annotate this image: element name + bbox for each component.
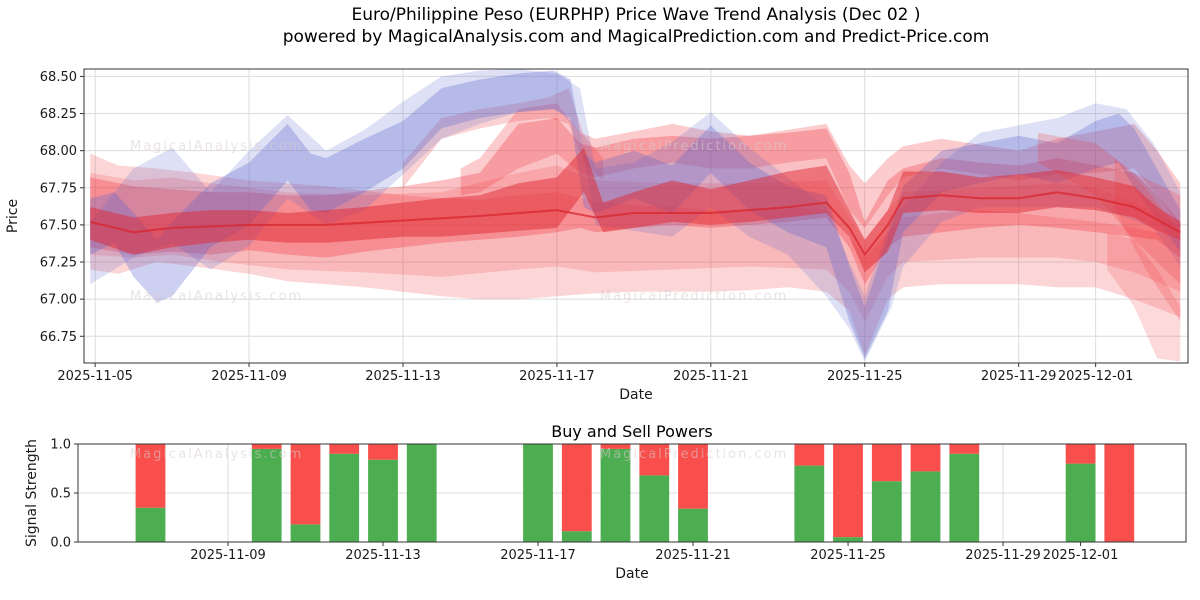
price-chart-x-tick-label: 2025-11-29 [981,369,1057,384]
price-chart-y-tick-label: 68.25 [40,107,77,122]
watermark-row-2: MagicalAnalysis.com MagicalPrediction.com [130,289,788,304]
band-red-right-fall [1114,158,1181,322]
signal-chart-x-tick-label: 2025-11-21 [655,548,731,563]
watermark-row-3: MagicalAnalysis.com MagicalPrediction.com [130,447,788,462]
band-red-upper [460,103,1181,228]
price-chart-x-tick-label: 2025-12-01 [1058,369,1134,384]
signal-chart-y-tick-label: 1.0 [50,438,71,453]
signal-chart-x-tick-label: 2025-11-17 [500,548,576,563]
price-chart-x-tick-label: 2025-11-17 [519,369,595,384]
bar-buy-2025-11-17 [523,444,553,542]
bar-sell-2025-11-20 [639,444,670,476]
bar-buy-2025-11-13 [368,459,398,542]
bar-buy-2025-11-14 [406,444,437,542]
bar-sell-2025-11-28 [949,444,980,454]
signal-bars [135,444,1135,542]
price-chart-x-tick-label: 2025-11-13 [365,369,441,384]
signal-chart-y-tick-label: 0.5 [50,487,71,502]
signal-chart-x-tick-label: 2025-11-09 [190,548,266,563]
figure-title-line2: powered by MagicalAnalysis.com and Magic… [282,27,990,47]
watermark-text-right: MagicalPrediction.com [600,289,788,304]
bar-buy-2025-11-28 [949,453,980,542]
signal-chart-y-axis-label: Signal Strength [24,439,40,547]
bar-sell-2025-11-21 [678,444,708,509]
bar-sell-2025-11-11 [290,444,321,525]
bar-sell-2025-11-07 [135,444,166,508]
price-chart-x-tick-label: 2025-11-25 [827,369,903,384]
price-chart-x-axis-label: Date [619,387,652,403]
bar-buy-2025-11-18 [561,531,592,542]
bar-buy-2025-11-27 [910,471,941,542]
bar-buy-2025-11-26 [871,481,902,542]
bar-buy-2025-11-19 [600,448,631,542]
figure-title: Euro/Philippine Peso (EURPHP) Price Wave… [84,4,1188,48]
bar-sell-2025-11-13 [368,444,398,460]
bar-sell-2025-12-02 [1104,444,1135,542]
price-chart-plot-border [83,68,1189,364]
signal-chart-x-tick-label: 2025-12-01 [1043,548,1119,563]
bar-sell-2025-12-01 [1065,444,1096,464]
price-chart-x-tick-label: 2025-11-09 [211,369,287,384]
signal-chart-axes: 2025-11-09 2025-11-13 2025-11-17 2025-11-21… [24,438,1187,582]
price-chart-y-tick-label: 68.50 [40,70,77,85]
watermark-text-right: MagicalPrediction.com [600,447,788,462]
watermark-text-left: MagicalAnalysis.com [130,447,303,462]
bar-sell-2025-11-19 [600,444,631,449]
bar-sell-2025-11-27 [910,444,941,472]
bar-buy-2025-11-10 [251,448,282,542]
band-blue-main [90,70,1181,359]
bar-buy-2025-12-01 [1065,463,1096,542]
watermark-text-right: MagicalPrediction.com [600,139,788,154]
bar-sell-2025-11-18 [561,444,592,532]
band-red-core [90,147,1181,273]
price-chart-y-tick-label: 67.50 [40,218,77,233]
price-chart-axes: 2025-11-05 2025-11-09 2025-11-13 2025-11-17… [5,68,1189,403]
watermark-row-1: MagicalAnalysis.com MagicalPrediction.com [130,139,788,154]
figure-title-line1: Euro/Philippine Peso (EURPHP) Price Wave… [351,5,921,25]
bar-buy-2025-11-24 [794,465,825,542]
bar-sell-2025-11-24 [794,444,825,466]
price-chart-x-tick-label: 2025-11-21 [673,369,749,384]
price-chart-y-tick-label: 67.25 [40,256,77,271]
price-bands [89,69,1181,362]
signal-chart-x-tick-label: 2025-11-13 [345,548,421,563]
price-chart-grid [84,69,1188,363]
bar-buy-2025-11-12 [329,453,360,542]
watermark-text-left: MagicalAnalysis.com [130,289,303,304]
band-red-wide-light [90,153,1181,356]
bar-buy-2025-11-20 [639,475,670,542]
bar-sell-2025-11-26 [871,444,902,482]
band-red-right-cross [1037,132,1181,285]
signal-chart-y-tick-label: 0.0 [50,536,71,551]
price-chart-y-axis-label: Price [5,199,21,233]
price-chart-y-tick-label: 68.00 [40,144,77,159]
price-chart-y-tick-label: 67.00 [40,293,77,308]
price-chart-y-tick-label: 67.75 [40,181,77,196]
bar-buy-2025-11-11 [290,524,321,542]
signal-chart-x-tick-label: 2025-11-29 [965,548,1041,563]
bar-buy-2025-11-21 [678,508,708,542]
watermark-text-left: MagicalAnalysis.com [130,139,303,154]
bar-sell-2025-11-12 [329,444,360,454]
band-red-right-streak [1107,232,1181,362]
bar-sell-2025-11-10 [251,444,282,449]
signal-chart-x-tick-label: 2025-11-25 [810,548,886,563]
bar-buy-2025-11-07 [135,507,166,542]
bar-sell-2025-11-25 [833,444,863,538]
band-red-crest [403,88,604,188]
signal-chart-x-axis-label: Date [615,566,648,582]
bar-buy-2025-11-25 [833,537,863,542]
price-chart-y-tick-label: 66.75 [40,330,77,345]
price-chart-x-tick-label: 2025-11-05 [57,369,133,384]
price-center-line [89,191,1181,257]
signal-chart-title: Buy and Sell Powers [551,422,713,441]
